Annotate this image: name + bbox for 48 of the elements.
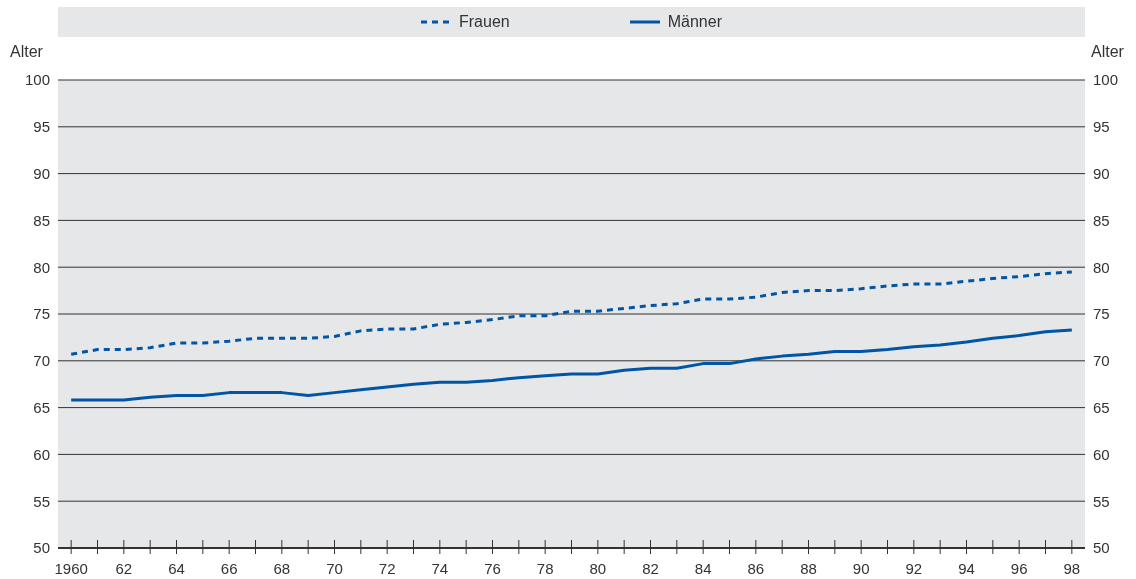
- y2-tick-label: 100: [1093, 71, 1119, 89]
- x-tick-label: 84: [694, 560, 712, 577]
- legend-label: Frauen: [459, 13, 510, 31]
- y2-tick-label: 80: [1093, 258, 1110, 276]
- y-tick-label: 75: [33, 305, 50, 323]
- x-tick-label: 90: [852, 560, 870, 577]
- x-tick-label: 74: [431, 560, 449, 577]
- y2-tick-label: 95: [1093, 118, 1110, 136]
- y2-tick-label: 75: [1093, 305, 1110, 323]
- x-tick-label: 76: [484, 560, 501, 577]
- y2-tick-label: 85: [1093, 211, 1110, 229]
- y-axis-title: Alter: [10, 43, 43, 61]
- x-tick-label: 82: [642, 560, 659, 577]
- y-tick-label: 80: [33, 258, 50, 276]
- y-tick-label: 70: [33, 352, 50, 370]
- y-tick-label: 85: [33, 211, 50, 229]
- y-tick-label: 90: [33, 164, 50, 182]
- line-series: [69, 328, 1074, 402]
- y-tick-label: 95: [33, 118, 50, 136]
- x-tick-label: 66: [220, 560, 238, 577]
- x-tick-label: 86: [747, 560, 765, 577]
- x-tick-label: 98: [1063, 560, 1081, 577]
- x-tick-label: 68: [273, 560, 291, 577]
- x-tick-label: 92: [905, 560, 923, 577]
- x-tick-label: 88: [800, 560, 817, 577]
- y-tick-label: 55: [33, 492, 50, 510]
- x-tick-label: 70: [326, 560, 343, 577]
- y-tick-label: 50: [33, 539, 50, 557]
- y2-tick-label: 65: [1093, 398, 1110, 416]
- x-tick-label: 94: [958, 560, 975, 577]
- y2-tick-label: 55: [1093, 492, 1110, 510]
- x-tick-label: 78: [536, 560, 554, 577]
- legend-label: Männer: [667, 13, 722, 31]
- y2-tick-label: 90: [1093, 164, 1110, 182]
- y-tick-label: 100: [24, 71, 50, 89]
- x-tick-label: 72: [378, 560, 396, 577]
- y-tick-label: 60: [33, 445, 50, 463]
- y2-tick-label: 70: [1093, 352, 1110, 370]
- x-tick-label: 64: [168, 560, 185, 577]
- y2-axis-title: Alter: [1091, 43, 1124, 61]
- y2-tick-label: 50: [1093, 539, 1110, 557]
- y-tick-label: 65: [33, 398, 50, 416]
- line-series: [69, 270, 1074, 356]
- x-tick-label: 80: [589, 560, 607, 577]
- x-tick-label: 96: [1010, 560, 1028, 577]
- x-tick-label: 62: [115, 560, 133, 577]
- x-tick-label: 1960: [54, 560, 88, 577]
- y2-tick-label: 60: [1093, 445, 1110, 463]
